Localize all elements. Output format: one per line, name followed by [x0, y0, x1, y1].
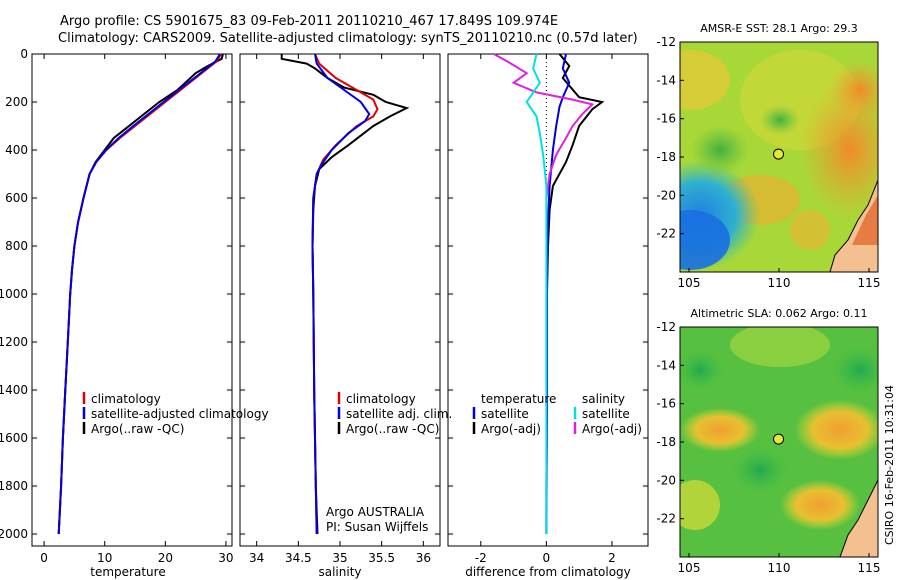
map-x-tick-label: 105 — [678, 276, 701, 290]
difference-xlabel: difference from climatology — [465, 565, 631, 579]
axis-ticks-layer: 0 10 20 30020040060080010001200140016001800… — [0, 47, 648, 565]
map-y-tick-label: -16 — [656, 112, 676, 126]
map-x-tick-label: 105 — [678, 561, 701, 575]
pi-annotation: PI: Susan Wijffels — [326, 520, 428, 534]
map-x-tick-label: 115 — [858, 276, 881, 290]
y-tick-label: 1400 — [0, 383, 28, 397]
map-y-tick-label: -22 — [656, 227, 676, 241]
salinity-xlabel: salinity — [318, 565, 361, 579]
argo-australia-annotation: Argo AUSTRALIA — [326, 505, 425, 519]
x-tick-label: -2 — [475, 551, 487, 565]
sst-map — [680, 42, 878, 272]
legend-label-sal-argo: Argo(-adj) — [582, 422, 642, 436]
sla-map-title: Altimetric SLA: 0.062 Argo: 0.11 — [690, 307, 867, 320]
y-tick-label: 1600 — [0, 431, 28, 445]
x-tick-label: 20 — [158, 551, 173, 565]
map-x-tick-label: 110 — [768, 561, 791, 575]
x-tick-label: 35 — [332, 551, 347, 565]
temperature-xlabel: temperature — [90, 565, 165, 579]
salinity-panel — [239, 53, 441, 547]
legend-title-temperature: temperature — [481, 392, 556, 406]
series-line — [493, 53, 595, 199]
y-tick-label: 1000 — [0, 287, 28, 301]
x-tick-label: 36 — [416, 551, 431, 565]
x-tick-label: 34 — [249, 551, 264, 565]
map-y-tick-label: -16 — [656, 397, 676, 411]
x-tick-label: 0 — [543, 551, 551, 565]
legend-label-climatology: climatology — [91, 392, 161, 406]
y-tick-label: 0 — [20, 47, 28, 61]
difference-legend: temperature salinity satellite Argo(-adj… — [472, 392, 642, 436]
argo-position-marker — [773, 148, 785, 160]
x-tick-label: 2 — [608, 551, 616, 565]
y-tick-label: 600 — [5, 191, 28, 205]
y-tick-label: 800 — [5, 239, 28, 253]
temperature-panel — [31, 53, 233, 547]
map-axis-ticks: 105 110 115 -12 -14 -16 -18 -20 -22 105 110 115 -12 -… — [656, 35, 880, 575]
title-line-1: Argo profile: CS 5901675_83 09-Feb-2011 … — [60, 14, 558, 29]
legend-label-argo: Argo(..raw -QC) — [91, 422, 184, 436]
x-tick-label: 30 — [218, 551, 233, 565]
legend-label-temp-satellite: satellite — [481, 407, 529, 421]
series-line — [57, 53, 221, 535]
title-line-2: Climatology: CARS2009. Satellite-adjuste… — [58, 31, 638, 46]
map-y-tick-label: -20 — [656, 473, 676, 487]
series-line — [525, 53, 548, 534]
legend-label-satellite-adj: satellite adj. clim. — [346, 407, 452, 421]
salinity-legend: climatology satellite adj. clim. Argo(..… — [326, 392, 452, 534]
y-tick-label: 400 — [5, 143, 28, 157]
legend-label-argo: Argo(..raw -QC) — [346, 422, 439, 436]
map-y-tick-label: -18 — [656, 435, 676, 449]
legend-title-salinity: salinity — [582, 392, 625, 406]
x-tick-label: 35.5 — [368, 551, 395, 565]
map-y-tick-label: -14 — [656, 358, 676, 372]
legend-label-temp-argo: Argo(-adj) — [481, 422, 541, 436]
x-tick-label: 0 — [40, 551, 48, 565]
map-y-tick-label: -14 — [656, 73, 676, 87]
y-tick-label: 1200 — [0, 335, 28, 349]
map-y-tick-label: -20 — [656, 188, 676, 202]
sst-map-title: AMSR-E SST: 28.1 Argo: 29.3 — [700, 22, 858, 35]
map-y-tick-label: -18 — [656, 150, 676, 164]
map-x-tick-label: 110 — [768, 276, 791, 290]
series-line — [311, 53, 371, 535]
map-y-tick-label: -12 — [656, 35, 676, 49]
x-tick-label: 34.5 — [285, 551, 312, 565]
map-y-tick-label: -22 — [656, 512, 676, 526]
legend-label-climatology: climatology — [346, 392, 416, 406]
argo-position-marker — [773, 433, 785, 445]
difference-panel — [447, 53, 649, 547]
australia-coast — [839, 479, 878, 557]
y-tick-label: 2000 — [0, 527, 28, 541]
y-tick-label: 1800 — [0, 479, 28, 493]
profile-lines-layer — [57, 53, 605, 535]
temperature-legend: climatology satellite-adjusted climatolo… — [82, 392, 269, 436]
csiro-stamp: CSIRO 16-Feb-2011 10:31:04 — [883, 385, 896, 545]
x-tick-label: 10 — [97, 551, 112, 565]
y-tick-label: 200 — [5, 95, 28, 109]
australia-coast — [829, 179, 878, 272]
legend-label-sal-satellite: satellite — [582, 407, 630, 421]
map-x-tick-label: 115 — [858, 561, 881, 575]
legend-label-satellite-adjusted: satellite-adjusted climatology — [91, 407, 269, 421]
map-y-tick-label: -12 — [656, 320, 676, 334]
